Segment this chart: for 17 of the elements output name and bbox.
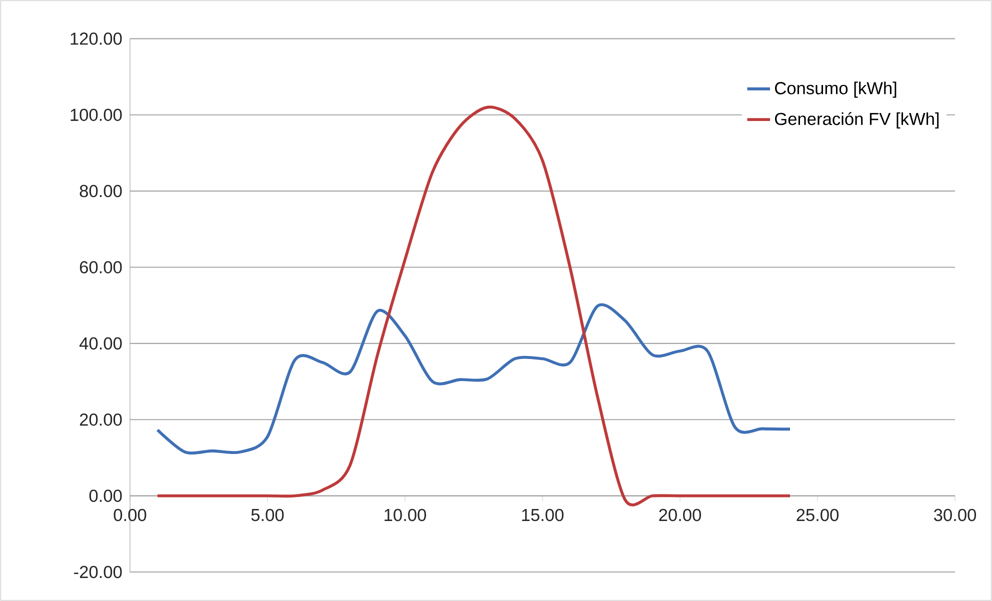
x-tick-label: 15.00 (522, 508, 564, 522)
y-tick-label: 20.00 (80, 413, 122, 426)
y-tick-label: 120.00 (70, 32, 122, 45)
x-tick-label: 5.00 (251, 508, 284, 522)
x-tick-label: 10.00 (384, 508, 426, 522)
y-tick-label: 100.00 (70, 108, 122, 121)
x-tick-label: 0.00 (114, 508, 146, 522)
legend-label: Generación FV [kWh] (775, 112, 939, 129)
x-tick-label: 20.00 (659, 508, 702, 522)
x-tick-label: 25.00 (796, 508, 839, 522)
y-tick-label: -20.00 (74, 566, 122, 578)
x-tick-label: 30.00 (934, 508, 976, 522)
y-tick-label: 80.00 (80, 184, 122, 198)
legend-label: Consumo [kWh] (775, 82, 896, 98)
y-tick-label: 40.00 (79, 337, 122, 350)
y-tick-label: 60.00 (80, 261, 122, 274)
y-tick-label: 0.00 (89, 490, 122, 502)
